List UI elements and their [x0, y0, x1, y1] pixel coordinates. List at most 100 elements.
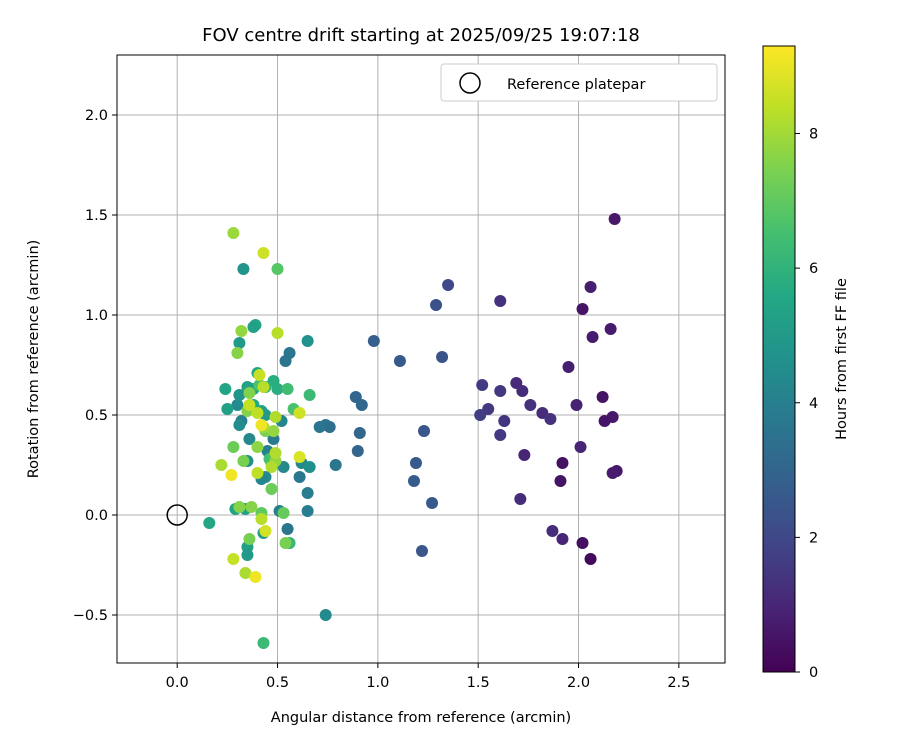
- x-tick-label: 0.5: [266, 675, 289, 691]
- data-point: [426, 497, 439, 509]
- legend-marker-icon: [459, 72, 481, 94]
- y-tick-label: 1.5: [85, 208, 108, 224]
- data-point: [227, 441, 240, 453]
- data-point: [243, 387, 256, 399]
- data-point: [215, 459, 228, 471]
- data-point: [351, 445, 364, 457]
- data-point: [518, 449, 531, 461]
- data-point: [231, 347, 244, 359]
- grid-lines: [117, 55, 725, 663]
- y-axis-label: Rotation from reference (arcmin): [26, 240, 42, 479]
- data-point: [574, 441, 587, 453]
- y-tick-label: 1.0: [85, 308, 108, 324]
- data-point: [353, 427, 366, 439]
- data-point: [243, 533, 256, 545]
- y-tick-label: 2.0: [85, 108, 108, 124]
- data-point: [409, 457, 422, 469]
- data-point: [367, 335, 380, 347]
- plot-frame: [116, 54, 726, 664]
- data-point: [249, 571, 262, 583]
- data-point: [257, 381, 270, 393]
- y-tick-label: −0.5: [73, 608, 108, 624]
- data-point: [436, 351, 449, 363]
- data-point: [498, 415, 511, 427]
- colorbar-ticks: 0 2 4 6 8: [795, 127, 818, 681]
- data-point: [303, 389, 316, 401]
- data-point: [606, 467, 619, 479]
- data-point: [245, 501, 258, 513]
- data-point: [227, 553, 240, 565]
- x-tick-label: 1.5: [467, 675, 490, 691]
- data-point: [293, 471, 306, 483]
- data-point: [237, 455, 250, 467]
- data-point: [608, 213, 621, 225]
- data-point: [514, 493, 527, 505]
- data-point: [257, 637, 270, 649]
- data-point: [247, 321, 260, 333]
- colorbar-gradient: [762, 45, 796, 673]
- data-point: [221, 403, 234, 415]
- legend-entry-label: Reference platepar: [507, 77, 645, 93]
- y-axis-ticks: −0.5 0.0 0.5 1.0 1.5 2.0: [73, 108, 117, 624]
- data-point: [271, 263, 284, 275]
- data-point: [418, 425, 431, 437]
- data-point: [570, 399, 583, 411]
- data-point: [524, 399, 537, 411]
- colorbar-tick-label: 8: [809, 127, 818, 143]
- data-point: [271, 383, 284, 395]
- data-point: [323, 421, 336, 433]
- data-point: [233, 389, 246, 401]
- x-tick-label: 1.0: [366, 675, 389, 691]
- data-point: [243, 433, 256, 445]
- data-point: [442, 279, 455, 291]
- data-point: [556, 533, 569, 545]
- data-point: [251, 467, 264, 479]
- data-point: [301, 335, 314, 347]
- colorbar-tick-label: 4: [809, 396, 818, 412]
- data-point: [271, 327, 284, 339]
- data-point: [596, 391, 609, 403]
- data-point: [576, 537, 589, 549]
- data-point: [237, 263, 250, 275]
- data-point: [303, 461, 316, 473]
- data-point: [251, 441, 264, 453]
- x-axis-ticks: 0.0 0.5 1.0 1.5 2.0 2.5: [166, 663, 690, 691]
- data-point: [586, 331, 599, 343]
- data-point: [241, 549, 254, 561]
- data-point: [281, 523, 294, 535]
- colorbar: 0 2 4 6 8 Hours from first FF file: [762, 45, 850, 681]
- data-point: [474, 409, 487, 421]
- data-point: [355, 399, 368, 411]
- data-point: [407, 475, 420, 487]
- data-point: [219, 383, 232, 395]
- data-point: [227, 227, 240, 239]
- y-tick-label: 0.5: [85, 408, 108, 424]
- data-point: [604, 323, 617, 335]
- data-point: [265, 461, 278, 473]
- x-tick-label: 2.0: [567, 675, 590, 691]
- data-point: [576, 303, 589, 315]
- data-point: [584, 553, 597, 565]
- data-point: [239, 567, 252, 579]
- data-point: [313, 421, 326, 433]
- data-point: [279, 537, 292, 549]
- data-point: [277, 507, 290, 519]
- data-point: [255, 513, 268, 525]
- data-point: [235, 325, 248, 337]
- data-point: [255, 419, 268, 431]
- data-point: [269, 447, 282, 459]
- data-point: [269, 411, 282, 423]
- chart-title: FOV centre drift starting at 2025/09/25 …: [202, 25, 640, 46]
- data-point: [203, 517, 216, 529]
- x-tick-label: 2.5: [667, 675, 690, 691]
- x-tick-label: 0.0: [166, 675, 189, 691]
- data-point: [516, 385, 529, 397]
- data-point: [393, 355, 406, 367]
- data-point: [233, 337, 246, 349]
- data-point: [494, 429, 507, 441]
- data-point: [301, 505, 314, 517]
- data-point: [225, 469, 238, 481]
- data-point: [267, 425, 280, 437]
- data-point: [257, 247, 270, 259]
